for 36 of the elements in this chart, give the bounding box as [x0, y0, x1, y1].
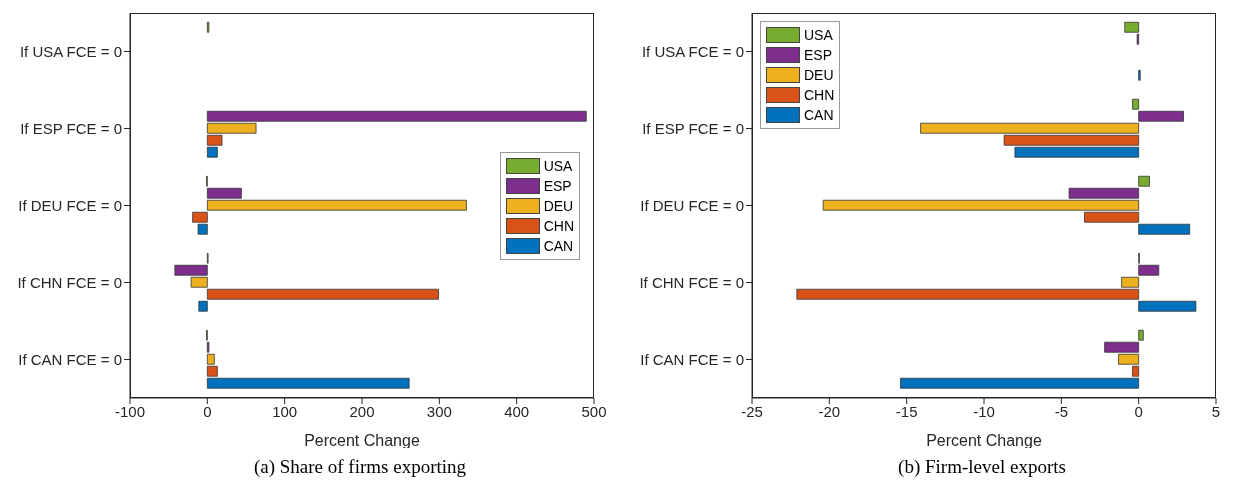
- legend-label: ESP: [543, 177, 572, 194]
- x-tick-label: -100: [114, 402, 146, 420]
- x-tick-label: 200: [349, 402, 375, 420]
- x-tick-label: 0: [1134, 402, 1143, 420]
- x-tick-label: 0: [203, 402, 212, 420]
- legend-label: DEU: [543, 197, 574, 214]
- legend-label: CHN: [543, 217, 574, 234]
- legend-label: DEU: [804, 67, 834, 83]
- y-tick-label: If ESP FCE = 0: [642, 119, 744, 137]
- x-tick-label: 300: [426, 402, 452, 420]
- text: (a) Share of firms exporting: [252, 456, 468, 478]
- legend-label: CAN: [543, 237, 574, 254]
- y-tick-label: If USA FCE = 0: [19, 42, 122, 60]
- x-tick-label: 500: [581, 402, 607, 420]
- y-tick-label: If USA FCE = 0: [641, 42, 744, 60]
- x-tick-label: -15: [895, 402, 918, 420]
- y-tick-label: If DEU FCE = 0: [18, 196, 122, 214]
- x-tick-label: -10: [973, 402, 995, 420]
- legend-label: CAN: [804, 107, 834, 123]
- legend-label: USA: [804, 27, 833, 43]
- y-tick-label: If CHN FCE = 0: [639, 273, 744, 291]
- x-tick-label: -25: [741, 402, 763, 420]
- legend-label: CHN: [804, 87, 835, 103]
- y-tick-label: If CAN FCE = 0: [640, 350, 744, 368]
- legend-label: USA: [543, 157, 573, 174]
- x-tick-label: 400: [504, 402, 530, 420]
- x-tick-label: 5: [1211, 402, 1221, 420]
- text: (b) Firm-level exports: [897, 456, 1067, 478]
- y-tick-label: If ESP FCE = 0: [20, 119, 122, 137]
- x-tick-label: -20: [818, 402, 841, 420]
- y-tick-label: If CHN FCE = 0: [17, 273, 122, 291]
- x-tick-label: 100: [272, 402, 298, 420]
- x-tick-label: -5: [1054, 402, 1069, 420]
- y-tick-label: If CAN FCE = 0: [18, 350, 122, 368]
- y-tick-label: If DEU FCE = 0: [640, 196, 744, 214]
- legend-label: ESP: [804, 47, 833, 63]
